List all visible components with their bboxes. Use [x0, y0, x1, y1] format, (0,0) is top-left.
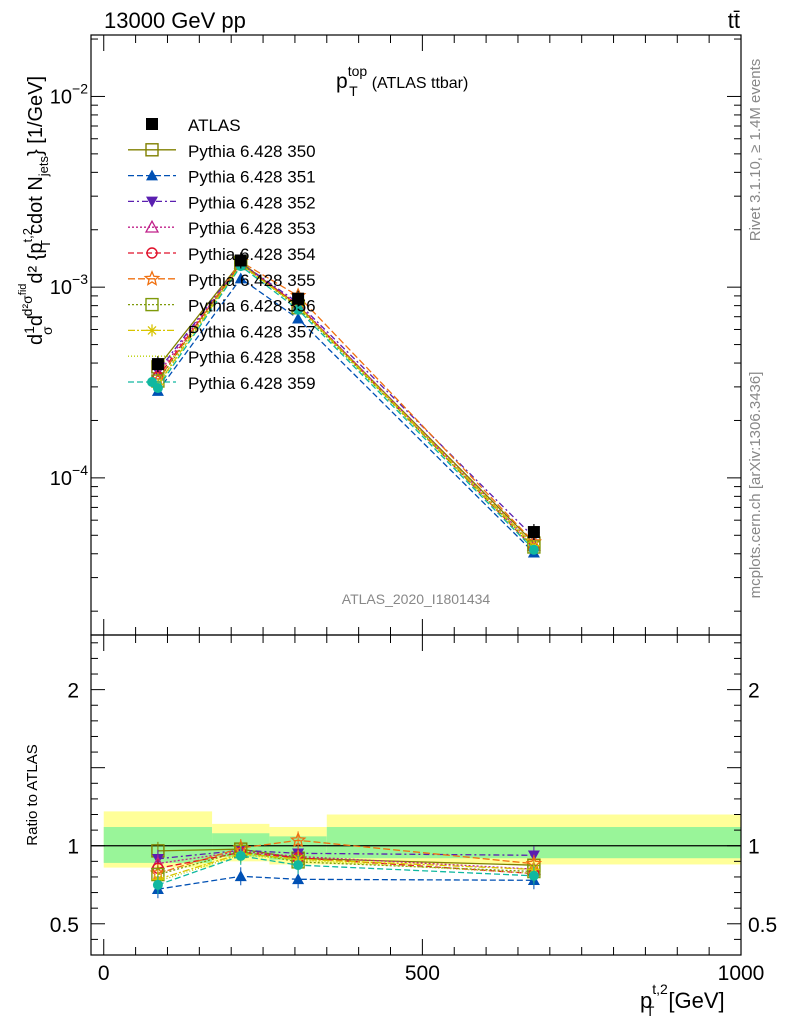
- series-10-point-4: [528, 544, 539, 555]
- ratio-tick-label-right: 2: [748, 680, 760, 703]
- series-line-9: [157, 264, 535, 549]
- ratio-panel-series: [149, 831, 543, 899]
- ratio-line-4: [157, 850, 534, 870]
- ratio-tick-label-left: 1: [67, 836, 79, 859]
- ratio-line-5: [157, 851, 534, 875]
- ratio-series-10-point-4: [528, 870, 539, 881]
- legend-label: ATLAS: [188, 116, 241, 135]
- legend: ATLAS Pythia 6.428 350 Pythia 6.428 351 Pyt…: [128, 116, 316, 393]
- series-line-7: [157, 262, 535, 548]
- series-line-3: [157, 262, 535, 538]
- x-tick-label: 0: [98, 962, 110, 985]
- ratio-series-10-point-3: [293, 860, 304, 871]
- ratio-axis-label: Ratio to ATLAS: [24, 744, 41, 845]
- ratio-line-8: [157, 852, 534, 880]
- analysis-watermark: ATLAS_2020_I1801434: [342, 591, 491, 607]
- ratio-line-2: [157, 875, 534, 890]
- ratio-tick-label-right: 1: [748, 836, 760, 859]
- legend-marker-1: [145, 143, 159, 157]
- legend-label: Pythia 6.428 350: [188, 142, 316, 161]
- series-10-point-3: [293, 304, 304, 315]
- legend-marker-5: [146, 247, 158, 259]
- x-tick-label: 500: [405, 962, 440, 985]
- series-line-2: [157, 277, 535, 554]
- series-line-10: [157, 265, 535, 551]
- atlas-data-point-4: [527, 526, 540, 539]
- ratio-panel-frame: [90, 634, 742, 956]
- legend-marker-0: [146, 118, 158, 130]
- y-tick-label: 10−3: [50, 271, 88, 299]
- y-axis-label: d1dσd²σfidd² {pt,2Tcdot Njets} [1/GeV]: [17, 76, 55, 345]
- legend-marker-10: [147, 377, 157, 387]
- legend-label: Pythia 6.428 352: [188, 193, 316, 212]
- legend-label: Pythia 6.428 355: [188, 271, 316, 290]
- y-tick-label: 10−2: [50, 80, 88, 108]
- x-axis-label: pt,2 T [GeV]: [640, 981, 725, 1019]
- atlas-data-point-2: [234, 254, 247, 267]
- header-energy: 13000 GeV pp: [104, 8, 246, 33]
- atlas-data-point-1: [151, 358, 164, 371]
- main-panel-series: [149, 252, 543, 558]
- ratio-line-10: [157, 855, 534, 886]
- legend-label: Pythia 6.428 357: [188, 322, 316, 341]
- ratio-series-10-point-1: [152, 879, 163, 890]
- legend-label: Pythia 6.428 354: [188, 245, 316, 264]
- ratio-line-6: [157, 839, 534, 875]
- header-process: tt̄: [728, 8, 740, 33]
- y-tick-label: 10−4: [50, 462, 88, 490]
- ratio-uncertainty-bands: [91, 811, 741, 868]
- legend-label: Pythia 6.428 351: [188, 168, 316, 187]
- ratio-series-2-point-3: [292, 873, 305, 885]
- ratio-tick-label-left: 0.5: [50, 914, 79, 937]
- legend-label: Pythia 6.428 353: [188, 219, 316, 238]
- ratio-series-10-point-2: [235, 850, 246, 861]
- ratio-line-3: [157, 849, 534, 860]
- legend-label: Pythia 6.428 356: [188, 297, 316, 316]
- legend-marker-2: [146, 169, 158, 181]
- plot-title: ptop T (ATLAS ttbar): [336, 63, 468, 99]
- series-2-point-3: [292, 312, 305, 324]
- legend-marker-4: [144, 219, 160, 233]
- legend-marker-6: [143, 270, 161, 286]
- ratio-panel-axes: 0.5 0.5 1 1 2 2 0 500 1000: [50, 634, 777, 985]
- series-line-6: [157, 260, 535, 543]
- legend-label: Pythia 6.428 359: [188, 374, 316, 393]
- ratio-series-2-point-2: [234, 870, 247, 882]
- ratio-tick-label-left: 2: [67, 680, 79, 703]
- legend-marker-3: [146, 196, 158, 208]
- x-tick-label: 1000: [718, 962, 765, 985]
- ratio-series-6-point-3: [289, 831, 307, 848]
- rivet-version-label: Rivet 3.1.10, ≥ 1.4M events: [747, 59, 764, 242]
- legend-marker-7: [145, 297, 159, 312]
- mcplots-label: mcplots.cern.ch [arXiv:1306.3436]: [747, 372, 764, 599]
- legend-label: Pythia 6.428 358: [188, 348, 316, 367]
- ratio-tick-label-right: 0.5: [748, 914, 777, 937]
- atlas-data-point-3: [292, 292, 305, 305]
- legend-marker-8: [146, 324, 158, 337]
- series-2-point-2: [234, 272, 247, 284]
